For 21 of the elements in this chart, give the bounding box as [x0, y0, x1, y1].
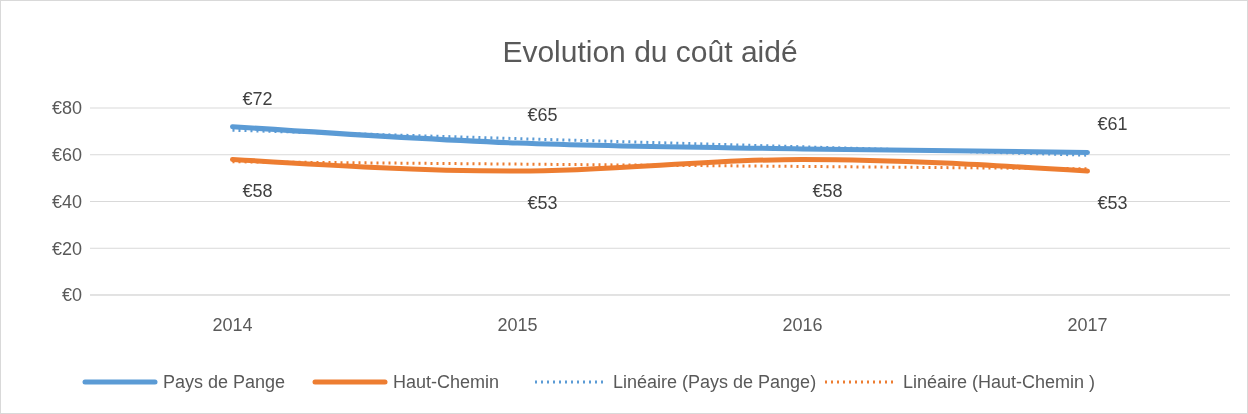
data-label: €61 — [1097, 114, 1128, 135]
legend-label: Linéaire (Haut-Chemin ) — [903, 372, 1096, 393]
data-label: €53 — [1097, 193, 1128, 214]
data-label: €65 — [527, 105, 558, 126]
data-label: €53 — [527, 193, 558, 214]
x-tick-label: 2016 — [782, 315, 823, 335]
legend-label: Linéaire (Pays de Pange) — [613, 372, 817, 393]
chart-title: Evolution du coût aidé — [502, 35, 798, 68]
y-tick-label: €80 — [51, 98, 82, 119]
y-tick-label: €60 — [51, 145, 82, 166]
y-tick-label: €0 — [61, 285, 82, 306]
y-tick-label: €40 — [51, 191, 82, 212]
x-tick-label: 2014 — [212, 315, 253, 335]
x-tick-label: 2017 — [1067, 315, 1108, 335]
legend-label: Pays de Pange — [163, 372, 286, 393]
y-tick-label: €20 — [51, 238, 82, 259]
data-label: €72 — [242, 88, 273, 109]
data-label: €58 — [242, 181, 273, 202]
x-tick-label: 2015 — [497, 315, 538, 335]
data-label: €58 — [812, 181, 843, 202]
legend-label: Haut-Chemin — [393, 372, 500, 393]
